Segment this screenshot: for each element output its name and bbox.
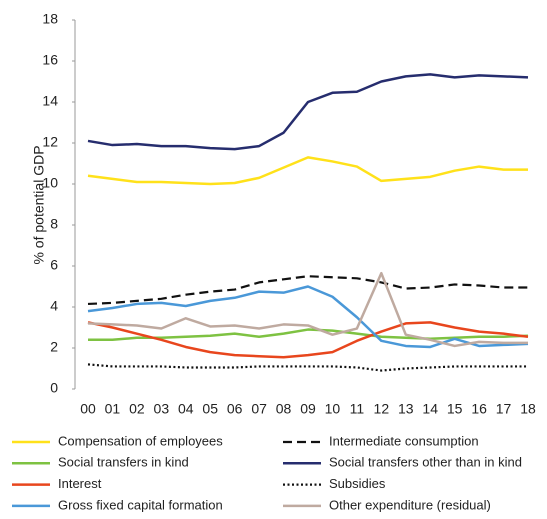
- x-tick-label: 04: [178, 401, 194, 417]
- y-tick-label: 6: [50, 257, 58, 273]
- x-tick-label: 01: [105, 401, 121, 417]
- legend-label: Intermediate consumption: [329, 433, 479, 448]
- x-tick-label: 17: [496, 401, 512, 417]
- series-line: [87, 275, 528, 306]
- y-tick-label: 8: [50, 216, 58, 232]
- legend-label: Compensation of employees: [58, 433, 223, 448]
- x-tick-label: 09: [300, 401, 316, 417]
- y-tick-label: 12: [42, 134, 58, 150]
- series-line: [87, 271, 528, 348]
- y-tick-label: 4: [50, 298, 58, 314]
- y-axis-label: % of potential GDP: [31, 145, 47, 264]
- x-tick-label: 02: [129, 401, 145, 417]
- legend-label: Interest: [58, 476, 102, 491]
- x-tick-label: 06: [227, 401, 243, 417]
- x-tick-label: 05: [202, 401, 218, 417]
- series-line: [87, 285, 529, 349]
- series-line: [87, 321, 529, 359]
- x-tick-label: 03: [154, 401, 170, 417]
- y-tick-label: 2: [50, 339, 58, 355]
- series-line: [87, 156, 528, 186]
- x-tick-label: 00: [80, 401, 96, 417]
- x-tick-label: 16: [471, 401, 487, 417]
- x-tick-label: 13: [398, 401, 414, 417]
- y-tick-label: 10: [42, 175, 58, 191]
- y-tick-label: 0: [50, 380, 58, 396]
- y-tick-label: 14: [42, 93, 58, 109]
- series-line: [87, 73, 529, 151]
- x-tick-label: 12: [374, 401, 390, 417]
- x-tick-label: 10: [325, 401, 341, 417]
- legend-label: Social transfers other than in kind: [329, 455, 522, 470]
- legend-label: Other expenditure (residual): [329, 497, 491, 512]
- legend-label: Gross fixed capital formation: [58, 497, 223, 512]
- x-tick-label: 08: [276, 401, 292, 417]
- y-tick-label: 18: [42, 11, 58, 27]
- x-tick-label: 15: [447, 401, 463, 417]
- x-tick-label: 18: [520, 401, 536, 417]
- x-tick-label: 11: [350, 401, 365, 417]
- legend-label: Subsidies: [329, 476, 386, 491]
- y-tick-label: 16: [42, 52, 58, 68]
- x-tick-label: 07: [251, 401, 267, 417]
- x-tick-label: 14: [422, 401, 438, 417]
- series-line: [87, 363, 528, 372]
- legend-label: Social transfers in kind: [58, 455, 189, 470]
